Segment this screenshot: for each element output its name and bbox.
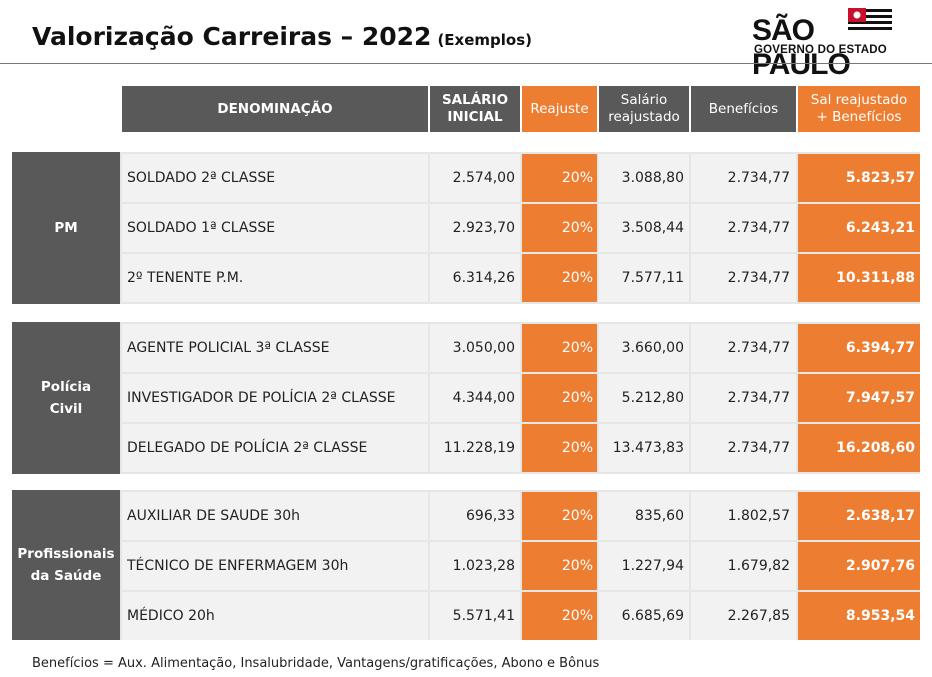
table-row: MÉDICO 20h 5.571,41 20% 6.685,69 2.267,8… <box>122 592 920 640</box>
table-row: TÉCNICO DE ENFERMAGEM 30h 1.023,28 20% 1… <box>122 542 920 590</box>
cell-name: AUXILIAR DE SAUDE 30h <box>122 492 428 540</box>
cell-salary: 5.571,41 <box>430 592 520 640</box>
sao-paulo-logo: SÃO PAULO GOVERNO DO ESTADO <box>752 8 912 81</box>
cell-benefits: 2.734,77 <box>691 254 796 302</box>
cell-raise: 20% <box>522 542 597 590</box>
cell-benefits: 2.734,77 <box>691 374 796 422</box>
table-row: DELEGADO DE POLÍCIA 2ª CLASSE 11.228,19 … <box>122 424 920 472</box>
cell-total: 10.311,88 <box>798 254 920 302</box>
cell-raise: 20% <box>522 374 597 422</box>
flag-icon <box>848 8 892 32</box>
cell-adjusted: 835,60 <box>599 492 689 540</box>
cell-salary: 2.574,00 <box>430 154 520 202</box>
cell-benefits: 2.734,77 <box>691 204 796 252</box>
group-label-policia-civil: Polícia Civil <box>12 322 120 474</box>
table-row: SOLDADO 1ª CLASSE 2.923,70 20% 3.508,44 … <box>122 204 920 252</box>
cell-raise: 20% <box>522 324 597 372</box>
cell-salary: 4.344,00 <box>430 374 520 422</box>
cell-salary: 6.314,26 <box>430 254 520 302</box>
cell-name: 2º TENENTE P.M. <box>122 254 428 302</box>
table-row: AUXILIAR DE SAUDE 30h 696,33 20% 835,60 … <box>122 492 920 540</box>
cell-adjusted: 7.577,11 <box>599 254 689 302</box>
cell-raise: 20% <box>522 154 597 202</box>
cell-salary: 2.923,70 <box>430 204 520 252</box>
table-row: INVESTIGADOR DE POLÍCIA 2ª CLASSE 4.344,… <box>122 374 920 422</box>
group-label-pm: PM <box>12 152 120 304</box>
table-row: AGENTE POLICIAL 3ª CLASSE 3.050,00 20% 3… <box>122 324 920 372</box>
cell-adjusted: 3.508,44 <box>599 204 689 252</box>
cell-total: 6.394,77 <box>798 324 920 372</box>
col-header-salary: SALÁRIO INICIAL <box>430 86 520 132</box>
cell-raise: 20% <box>522 254 597 302</box>
cell-total: 8.953,54 <box>798 592 920 640</box>
cell-salary: 3.050,00 <box>430 324 520 372</box>
col-header-adjusted: Salário reajustado <box>599 86 689 132</box>
cell-name: AGENTE POLICIAL 3ª CLASSE <box>122 324 428 372</box>
cell-total: 2.907,76 <box>798 542 920 590</box>
cell-benefits: 1.802,57 <box>691 492 796 540</box>
cell-adjusted: 5.212,80 <box>599 374 689 422</box>
cell-adjusted: 13.473,83 <box>599 424 689 472</box>
cell-benefits: 1.679,82 <box>691 542 796 590</box>
cell-total: 2.638,17 <box>798 492 920 540</box>
cell-total: 5.823,57 <box>798 154 920 202</box>
cell-salary: 11.228,19 <box>430 424 520 472</box>
cell-raise: 20% <box>522 204 597 252</box>
logo-line-2: GOVERNO DO ESTADO <box>754 44 887 56</box>
table-row: 2º TENENTE P.M. 6.314,26 20% 7.577,11 2.… <box>122 254 920 302</box>
cell-total: 7.947,57 <box>798 374 920 422</box>
title-text: Valorização Carreiras – 2022 <box>32 22 432 51</box>
cell-name: MÉDICO 20h <box>122 592 428 640</box>
cell-adjusted: 6.685,69 <box>599 592 689 640</box>
cell-name: DELEGADO DE POLÍCIA 2ª CLASSE <box>122 424 428 472</box>
cell-raise: 20% <box>522 592 597 640</box>
cell-adjusted: 3.088,80 <box>599 154 689 202</box>
col-header-total: Sal reajustado + Benefícios <box>798 86 920 132</box>
group-label-saude: Profissionais da Saúde <box>12 490 120 640</box>
col-header-benefits: Benefícios <box>691 86 796 132</box>
cell-benefits: 2.734,77 <box>691 324 796 372</box>
cell-salary: 696,33 <box>430 492 520 540</box>
header-divider <box>0 63 932 64</box>
logo-line-1: SÃO PAULO <box>752 14 851 81</box>
title-subtitle: (Exemplos) <box>437 31 533 49</box>
cell-benefits: 2.267,85 <box>691 592 796 640</box>
col-header-raise: Reajuste <box>522 86 597 132</box>
page-title: Valorização Carreiras – 2022 (Exemplos) <box>32 22 532 51</box>
cell-raise: 20% <box>522 424 597 472</box>
cell-name: TÉCNICO DE ENFERMAGEM 30h <box>122 542 428 590</box>
cell-name: INVESTIGADOR DE POLÍCIA 2ª CLASSE <box>122 374 428 422</box>
cell-total: 6.243,21 <box>798 204 920 252</box>
cell-name: SOLDADO 1ª CLASSE <box>122 204 428 252</box>
cell-adjusted: 1.227,94 <box>599 542 689 590</box>
cell-salary: 1.023,28 <box>430 542 520 590</box>
table-row: SOLDADO 2ª CLASSE 2.574,00 20% 3.088,80 … <box>122 154 920 202</box>
col-header-name: DENOMINAÇÃO <box>122 86 428 132</box>
cell-raise: 20% <box>522 492 597 540</box>
cell-benefits: 2.734,77 <box>691 154 796 202</box>
cell-adjusted: 3.660,00 <box>599 324 689 372</box>
cell-benefits: 2.734,77 <box>691 424 796 472</box>
cell-name: SOLDADO 2ª CLASSE <box>122 154 428 202</box>
cell-total: 16.208,60 <box>798 424 920 472</box>
footer-note: Benefícios = Aux. Alimentação, Insalubri… <box>32 656 600 671</box>
